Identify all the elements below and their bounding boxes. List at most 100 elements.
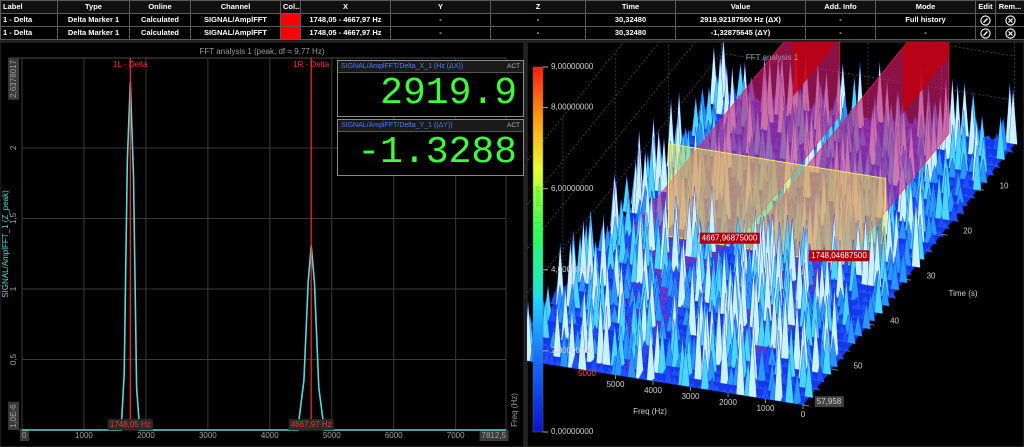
- time-tick-label: 50: [854, 361, 863, 370]
- noise-peak: [811, 319, 821, 374]
- edit-icon[interactable]: [980, 14, 991, 26]
- table-row: 1 - Delta Delta Marker 1 Calculated SIGNAL/…: [0, 13, 1024, 27]
- noise-peak: [784, 353, 794, 404]
- noise-peak: [887, 290, 897, 299]
- noise-peak: [687, 381, 698, 389]
- noise-peak: [707, 377, 717, 392]
- display-status: ACT: [507, 122, 520, 129]
- freq-tick-label: 5000: [607, 380, 625, 389]
- noise-peak: [638, 370, 648, 381]
- noise-peak: [654, 292, 664, 323]
- noise-peak: [861, 302, 871, 330]
- marker-table: Label Type Online Channel Col... X Y Z Time Value…: [0, 0, 1024, 40]
- noise-peak: [657, 292, 667, 297]
- display-header: SIGNAL/AmplFFT/Delta_Y_1 ((ΔY)) ACT: [338, 120, 523, 132]
- value-display: SIGNAL/AmplFFT/Delta_Y_1 ((ΔY)) ACT -1.328…: [337, 119, 524, 176]
- noise-peak: [614, 344, 623, 377]
- noise-peak: [934, 173, 944, 220]
- noise-peak: [664, 299, 674, 315]
- edit-pencil: [983, 30, 988, 36]
- header-cell: Edit: [975, 0, 996, 14]
- label-box: [699, 232, 760, 244]
- noise-peak: [786, 268, 796, 326]
- noise-peak: [898, 252, 908, 284]
- freq-tick-label: 0: [801, 410, 806, 419]
- header-cell: X: [300, 0, 391, 14]
- header-cell: Add. Info: [805, 0, 876, 14]
- noise-peak: [983, 135, 993, 141]
- marker-plane-label: 4667,96875000: [702, 234, 758, 243]
- noise-peak: [911, 200, 921, 268]
- z-axis-label: SIGNAL/AmplFFT_1 (Z_peak): [534, 186, 543, 294]
- noise-peak: [804, 355, 814, 399]
- chart-title: FFT analysis 1 (peak, df = 9,77 Hz): [199, 47, 324, 56]
- display-header: SIGNAL/AmplFFT/Delta_X_1 (Hz (ΔX)) ACT: [338, 61, 523, 73]
- y-cell: -: [390, 13, 491, 27]
- type-cell: Delta Marker 1: [57, 13, 130, 27]
- y-tick-label: 1,5: [9, 212, 18, 224]
- remove-cross: [1007, 30, 1013, 36]
- noise-peak: [664, 365, 674, 385]
- header-cell: Type: [57, 0, 130, 14]
- noise-peak: [714, 297, 724, 367]
- time-tick-label: 10: [1000, 181, 1009, 190]
- noise-peak: [527, 301, 533, 362]
- x-tick-label: 7812,5: [482, 431, 507, 440]
- type-cell: Delta Marker 1: [57, 26, 130, 40]
- header-cell: Rem...: [995, 0, 1024, 14]
- value-display: SIGNAL/AmplFFT/Delta_X_1 (Hz (ΔX)) ACT 291…: [337, 60, 524, 117]
- color-bar-label: 2,00000000: [551, 346, 594, 355]
- time-tick-mark: [831, 368, 839, 371]
- noise-peak: [798, 345, 808, 389]
- noise-peak: [715, 55, 725, 116]
- y-cell: -: [390, 26, 491, 40]
- y-axis-label: SIGNAL/AmplFFT_1 (Z_peak): [1, 190, 10, 298]
- label-box: [8, 401, 20, 430]
- noise-peak: [577, 316, 587, 371]
- freq-tick-label: 1000: [757, 404, 775, 413]
- x-tick-label: 7000: [447, 431, 465, 440]
- noise-peak: [985, 165, 995, 176]
- noise-peak: [966, 194, 977, 199]
- x-cell: 1748,05 - 4667,97 Hz: [300, 13, 391, 27]
- noise-peak: [841, 347, 852, 353]
- spectrum-line: [22, 81, 506, 431]
- noise-peak: [955, 197, 965, 215]
- header-cell: Online: [129, 0, 191, 14]
- remove-icon[interactable]: [1004, 27, 1016, 39]
- label-cell: 1 - Delta: [0, 13, 58, 27]
- header-cell: Col...: [280, 0, 301, 14]
- value-cell: -1,32875645 (ΔY): [675, 26, 806, 40]
- time-tick-label: 57,958: [817, 397, 842, 406]
- time-tick-mark: [977, 188, 985, 191]
- remove-cell: [995, 13, 1024, 27]
- noise-peak: [853, 314, 863, 337]
- header-cell: Channel: [190, 0, 281, 14]
- time-tick-mark: [802, 404, 810, 407]
- x-axis-label: Freq (Hz): [510, 393, 519, 427]
- edit-icon[interactable]: [980, 27, 991, 39]
- noise-peak: [853, 220, 863, 276]
- noise-peak: [959, 152, 969, 181]
- noise-peak: [781, 360, 791, 369]
- noise-peak: [923, 246, 934, 253]
- noise-peak: [846, 314, 856, 345]
- remove-cell: [995, 26, 1024, 40]
- noise-peak: [774, 330, 784, 402]
- table-row: 1 - Delta Delta Marker 1 Calculated SIGNAL/…: [0, 26, 1024, 40]
- noise-peak: [866, 292, 876, 322]
- remove-icon[interactable]: [1004, 14, 1016, 26]
- noise-peak: [961, 174, 971, 190]
- time-tick-label: 20: [963, 226, 972, 235]
- value-cell: 2919,92187500 Hz (ΔX): [675, 13, 806, 27]
- noise-peak: [646, 326, 656, 382]
- mode-cell: Full history: [875, 13, 976, 27]
- noise-peak: [547, 353, 557, 366]
- noise-peak: [657, 326, 667, 375]
- time-tick-label: 40: [890, 316, 899, 325]
- label-box: [809, 250, 870, 262]
- noise-peak: [1008, 88, 1018, 145]
- online-cell: Calculated: [129, 26, 191, 40]
- edit-cell: [975, 26, 996, 40]
